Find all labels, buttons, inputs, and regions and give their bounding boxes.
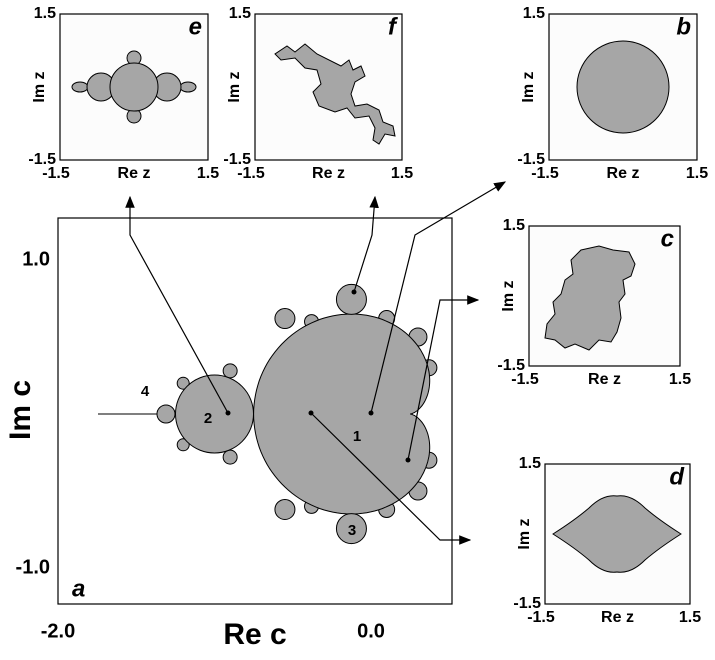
panel-label: c [661, 225, 674, 252]
y-tick-label: 1.5 [519, 455, 541, 472]
x-tick-label: 1.5 [679, 609, 701, 626]
x-tick-label: 1.5 [391, 165, 413, 182]
panel-label: e [189, 13, 202, 40]
y-tick-label: -1.5 [223, 151, 251, 168]
period-4-bulb [156, 404, 176, 424]
y-tick-label: -1.5 [497, 357, 525, 374]
x-tick-label: -1.5 [527, 609, 555, 626]
panel-label: a [72, 575, 85, 602]
y-tick-label: 1.5 [229, 5, 251, 22]
y-tick-label: 1.5 [34, 5, 56, 22]
y-tick-label: 1.0 [22, 248, 50, 270]
x-tick-label: 1.5 [686, 165, 708, 182]
bulb [176, 376, 190, 390]
y-axis-label: Im z [500, 280, 517, 311]
arrows [125, 181, 507, 545]
inset-panel: 1.5 -1.5-1.5 1.5 Re z Im z c [497, 217, 691, 388]
x-tick-label: -2.0 [41, 620, 75, 642]
panel-label: f [388, 13, 398, 40]
y-axis-label: Im z [516, 518, 533, 549]
x-tick-label: -1.5 [237, 165, 265, 182]
inset-panel: 1.5 -1.5-1.5 1.5 Re z Im z d [513, 455, 701, 626]
region-label: 2 [204, 410, 212, 427]
inset-panel: 1.5 -1.5-1.5 1.5 Re z Im z e [28, 5, 219, 182]
y-axis-label: Im z [31, 71, 48, 102]
period-3-bulb [335, 513, 367, 545]
y-tick-label: 1.5 [523, 5, 545, 22]
x-axis-label: Re z [607, 165, 640, 182]
x-tick-label: 1.5 [669, 371, 691, 388]
x-axis-label: Re c [223, 618, 286, 651]
inset-panel: 1.5 -1.5-1.5 1.5 Re z Im z b [517, 5, 708, 182]
y-tick-label: -1.5 [513, 595, 541, 612]
period-3-bulb [335, 283, 367, 315]
julia [576, 40, 670, 134]
x-tick-label: 1.5 [197, 165, 219, 182]
x-tick-label: -1.5 [511, 371, 539, 388]
x-tick-label: -1.5 [531, 165, 559, 182]
bulb [222, 363, 238, 379]
y-tick-label: 1.5 [503, 217, 525, 234]
panel-label: d [669, 463, 685, 490]
y-tick-label: -1.5 [28, 151, 56, 168]
julia [544, 245, 636, 351]
x-axis-label: Re z [312, 165, 345, 182]
y-axis-label: Im z [520, 71, 537, 102]
period-2-bulb [175, 374, 254, 454]
panel-label: b [676, 13, 691, 40]
region-label: 4 [141, 383, 150, 400]
x-tick-label: -1.5 [42, 165, 70, 182]
inset-panel: 1.5 -1.5-1.5 1.5 Re z Im z f [223, 5, 413, 182]
region-label: 3 [348, 522, 356, 539]
x-axis-label: Re z [588, 371, 621, 388]
bulb [222, 449, 238, 465]
y-axis-label: Im z [226, 71, 243, 102]
bulb [176, 438, 190, 452]
y-axis-label: Im c [4, 380, 37, 440]
bulb [274, 308, 296, 330]
julia [274, 43, 396, 145]
julia [71, 81, 89, 93]
x-tick-label: 0.0 [357, 620, 385, 642]
region-label: 1 [353, 428, 361, 445]
y-tick-label: -1.5 [517, 151, 545, 168]
x-axis-label: Re z [601, 609, 634, 626]
y-tick-label: -1.0 [16, 556, 50, 578]
julia [552, 495, 682, 573]
bulb [274, 498, 296, 520]
x-axis-label: Re z [118, 165, 151, 182]
mandelbrot-set [98, 283, 438, 545]
julia [179, 81, 197, 93]
julia [109, 62, 159, 112]
